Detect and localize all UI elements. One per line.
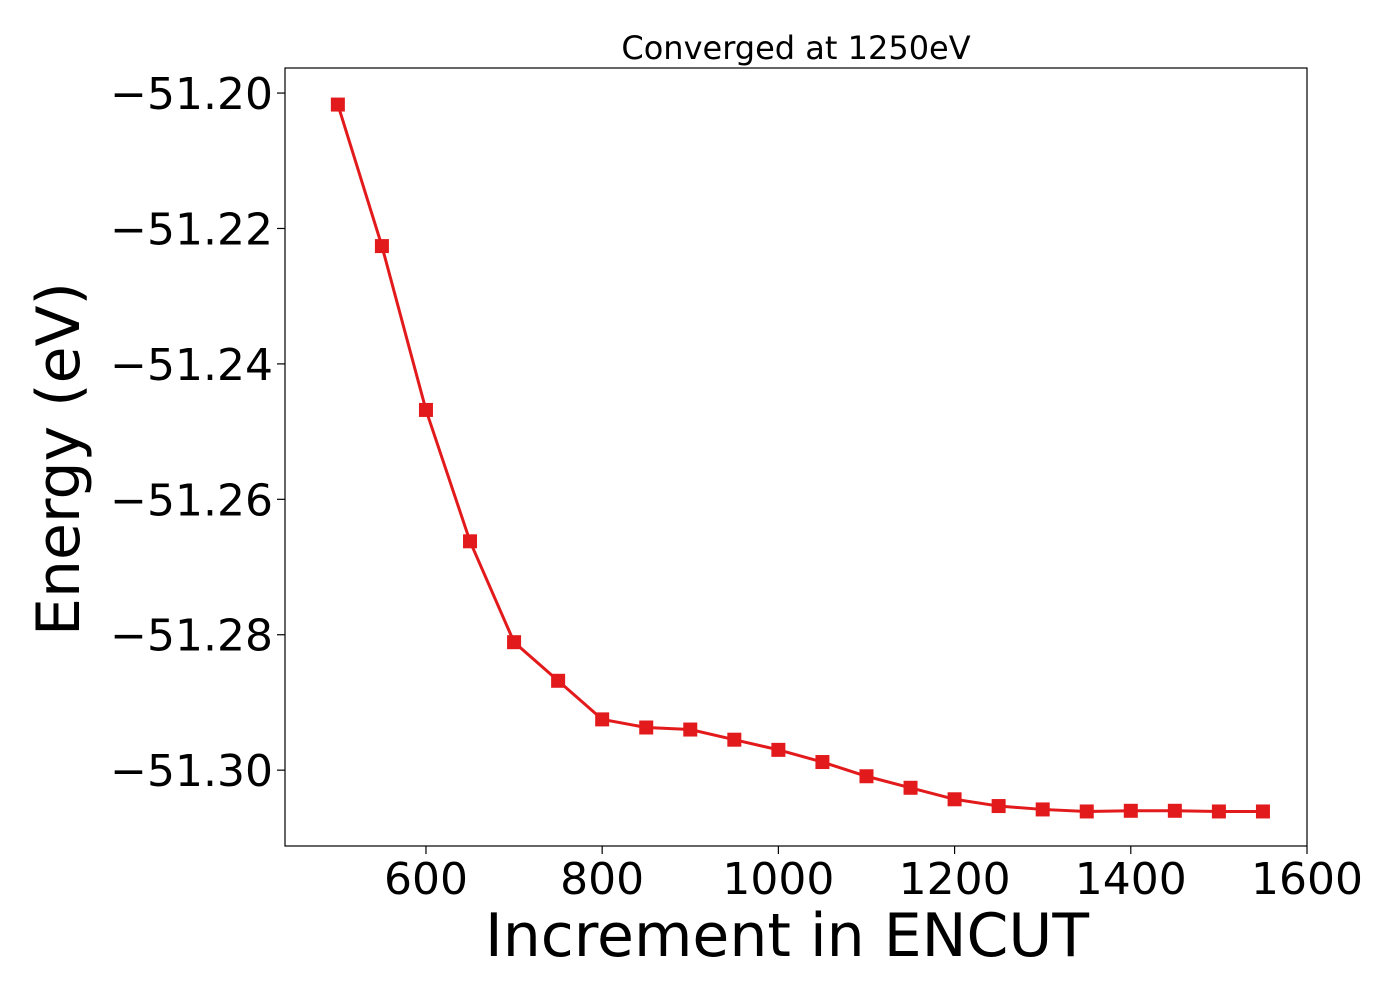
y-axis: −51.20 −51.22 −51.24 −51.26 −51.28 −51.30 xyxy=(110,69,285,797)
y-axis-title: Energy (eV) xyxy=(24,282,94,636)
x-axis: 600 800 1000 1200 1400 1600 xyxy=(384,846,1363,905)
data-point-marker xyxy=(595,712,610,727)
data-point-marker xyxy=(727,732,742,747)
series-layer xyxy=(330,97,1270,819)
data-point-marker xyxy=(1079,804,1094,819)
plot-area-frame xyxy=(284,67,1308,847)
y-tick-label: −51.26 xyxy=(110,475,273,526)
data-point-marker xyxy=(418,402,433,417)
y-tick-label: −51.20 xyxy=(110,69,273,120)
data-point-marker xyxy=(639,720,654,735)
data-point-marker xyxy=(947,792,962,807)
data-point-marker xyxy=(374,239,389,254)
data-point-marker xyxy=(771,742,786,757)
series-line xyxy=(336,104,1263,813)
y-tick-label: −51.28 xyxy=(110,611,273,662)
data-point-marker xyxy=(1123,803,1138,818)
x-tick-label: 1000 xyxy=(722,854,834,905)
y-tick-label: −51.22 xyxy=(110,204,273,255)
x-axis-title: Increment in ENCUT xyxy=(485,901,1089,971)
data-point-marker xyxy=(859,769,874,784)
data-point-marker xyxy=(991,799,1006,814)
y-tick-label: −51.24 xyxy=(110,340,273,391)
data-point-marker xyxy=(551,673,566,688)
data-point-marker xyxy=(1035,802,1050,817)
chart-title: Converged at 1250eV xyxy=(621,29,970,67)
data-point-marker xyxy=(1167,803,1182,818)
data-point-marker xyxy=(815,755,830,770)
data-point-marker xyxy=(330,97,345,112)
data-point-marker xyxy=(1211,804,1226,819)
y-tick-label: −51.30 xyxy=(110,746,273,797)
data-point-marker xyxy=(903,780,918,795)
data-point-marker xyxy=(463,534,478,549)
data-point-marker xyxy=(507,635,522,650)
x-tick-label: 600 xyxy=(384,854,468,905)
x-tick-label: 1400 xyxy=(1075,854,1187,905)
data-point-marker xyxy=(683,722,698,737)
x-tick-label: 800 xyxy=(560,854,644,905)
data-point-marker xyxy=(1255,804,1270,819)
x-tick-label: 1200 xyxy=(899,854,1011,905)
x-tick-label: 1600 xyxy=(1251,854,1363,905)
